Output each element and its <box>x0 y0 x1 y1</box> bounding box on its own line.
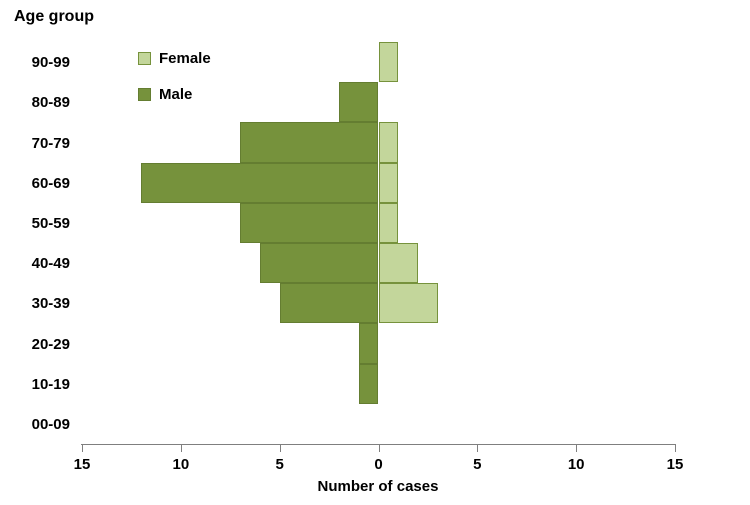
x-axis-tick-10 <box>180 445 182 452</box>
y-axis-label-90-99: 90-99 <box>31 54 70 72</box>
x-tick-label-0: 15 <box>73 456 91 473</box>
x-axis-title: Number of cases <box>317 478 439 495</box>
x-axis-line <box>81 444 676 445</box>
legend-label-male: Male <box>159 85 193 103</box>
bar-male-80-89 <box>338 82 379 123</box>
bar-female-60-69 <box>378 162 399 203</box>
y-axis-label-30-39: 30-39 <box>31 295 70 313</box>
x-tick-label-1: 10 <box>172 456 190 473</box>
x-axis-tick-5 <box>477 445 479 452</box>
y-axis-label-00-09: 00-09 <box>31 415 70 433</box>
legend-item-male: Male <box>138 84 211 104</box>
x-tick-label-3: 0 <box>374 456 383 473</box>
bar-female-40-49 <box>378 243 419 284</box>
bar-male-70-79 <box>240 122 379 163</box>
bar-male-20-29 <box>358 323 379 364</box>
x-axis-tick-0 <box>378 445 380 452</box>
female-legend-swatch-icon <box>138 51 151 65</box>
legend-label-female: Female <box>159 49 211 67</box>
bar-female-30-39 <box>378 283 438 324</box>
x-axis-tick-15 <box>82 445 83 452</box>
bar-male-40-49 <box>259 243 379 284</box>
y-axis-label-80-89: 80-89 <box>31 94 70 112</box>
chart-title: Age group <box>14 8 94 25</box>
y-axis-label-70-79: 70-79 <box>31 134 70 152</box>
x-tick-label-6: 15 <box>666 456 684 473</box>
y-axis-label-50-59: 50-59 <box>31 214 70 232</box>
bar-male-30-39 <box>279 283 379 324</box>
y-axis-label-20-29: 20-29 <box>31 335 70 353</box>
y-axis-label-60-69: 60-69 <box>31 174 70 192</box>
bar-female-50-59 <box>378 202 399 243</box>
legend: Female Male <box>138 48 211 120</box>
plot-area <box>82 42 675 444</box>
x-axis-tick-5 <box>279 445 281 452</box>
y-axis-label-40-49: 40-49 <box>31 255 70 273</box>
bar-male-60-69 <box>141 162 379 203</box>
bar-female-90-99 <box>378 42 399 83</box>
legend-item-female: Female <box>138 48 211 68</box>
x-tick-label-4: 5 <box>473 456 482 473</box>
male-legend-swatch-icon <box>138 87 151 101</box>
bar-female-70-79 <box>378 122 399 163</box>
y-axis-label-10-19: 10-19 <box>31 375 70 393</box>
bar-male-10-19 <box>358 363 379 404</box>
x-axis-tick-15 <box>675 445 676 452</box>
x-axis-tick-10 <box>576 445 578 452</box>
x-tick-label-2: 5 <box>275 456 284 473</box>
bar-male-50-59 <box>240 202 379 243</box>
x-tick-label-5: 10 <box>567 456 585 473</box>
